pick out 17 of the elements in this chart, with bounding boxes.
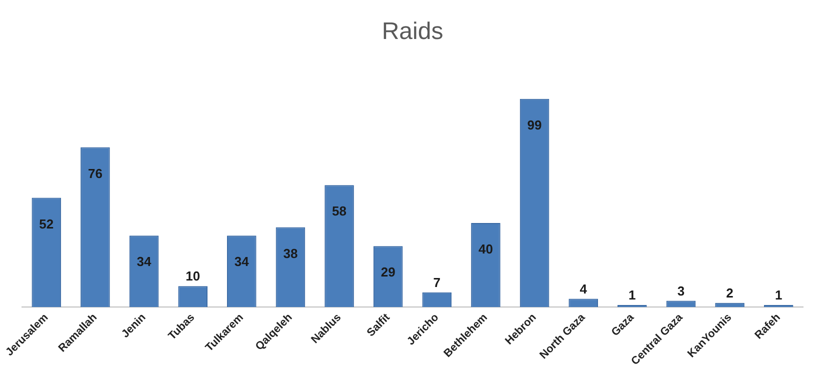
data-label: 10 <box>186 268 200 284</box>
data-label: 29 <box>380 264 396 280</box>
data-label: 3 <box>677 283 685 298</box>
data-label: 58 <box>332 204 347 219</box>
chart-title: Raids <box>382 18 444 46</box>
data-label: 1 <box>628 288 636 303</box>
data-label: 34 <box>234 254 250 270</box>
data-label: 34 <box>136 254 152 270</box>
data-label: 1 <box>774 288 782 303</box>
data-label: 2 <box>726 285 734 300</box>
data-label: 99 <box>527 117 542 132</box>
data-label: 52 <box>39 216 54 232</box>
data-label: 38 <box>283 246 298 261</box>
data-label: 40 <box>478 242 493 257</box>
data-label: 7 <box>433 274 441 290</box>
data-label: 4 <box>580 281 588 296</box>
data-label: 76 <box>88 166 102 181</box>
